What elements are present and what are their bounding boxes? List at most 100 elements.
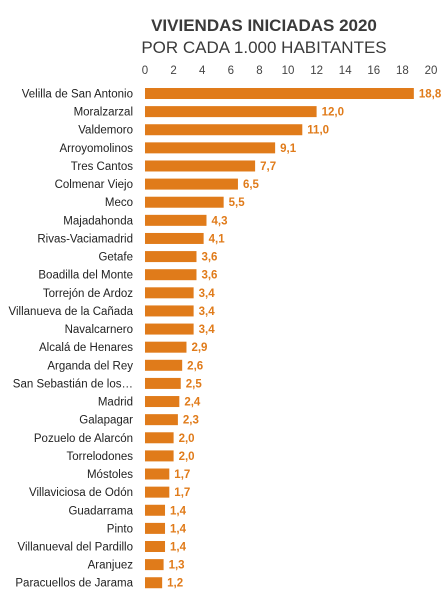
- bar: [145, 377, 181, 389]
- value-label: 2,9: [191, 342, 207, 354]
- x-tick-label: 18: [396, 65, 409, 77]
- bars-group: Velilla de San Antonio 18,8 Moralzarzal 12,…: [9, 88, 442, 590]
- category-label: Getafe: [98, 252, 133, 264]
- bar: [145, 269, 197, 281]
- category-label: Villanueva de la Cañada: [9, 306, 134, 318]
- bar: [145, 142, 276, 154]
- bar: [145, 323, 194, 335]
- bar: [145, 341, 187, 353]
- bar: [145, 504, 166, 516]
- x-tick-label: 0: [142, 65, 148, 77]
- value-label: 4,3: [211, 215, 227, 227]
- category-label: Colmenar Viejo: [55, 179, 133, 191]
- bar: [145, 577, 163, 589]
- category-label: Pinto: [107, 523, 133, 535]
- bar: [145, 196, 224, 208]
- value-label: 3,4: [199, 306, 216, 318]
- value-label: 1,3: [169, 560, 185, 572]
- x-tick-label: 8: [256, 65, 262, 77]
- category-label: Torrejón de Ardoz: [43, 288, 133, 300]
- x-tick-label: 16: [367, 65, 380, 77]
- bar: [145, 106, 317, 118]
- bar: [145, 450, 174, 462]
- bar: [145, 178, 238, 190]
- value-label: 3,4: [199, 324, 216, 336]
- value-label: 2,5: [186, 378, 203, 390]
- bar: [145, 522, 166, 534]
- category-label: Rivas-Vaciamadrid: [37, 233, 133, 245]
- x-tick-label: 10: [282, 65, 295, 77]
- value-label: 7,7: [260, 161, 276, 173]
- value-label: 3,6: [201, 270, 217, 282]
- category-label: Velilla de San Antonio: [22, 89, 133, 101]
- value-label: 1,2: [167, 578, 183, 590]
- value-label: 2,6: [187, 360, 203, 372]
- bar: [145, 160, 256, 172]
- x-tick-label: 12: [310, 65, 323, 77]
- x-tick-label: 14: [339, 65, 352, 77]
- category-label: Madrid: [98, 397, 133, 409]
- bar: [145, 432, 174, 444]
- category-label: Villanueval del Pardillo: [18, 542, 134, 554]
- value-label: 6,5: [243, 179, 260, 191]
- bar: [145, 214, 207, 226]
- bar: [145, 251, 197, 263]
- category-label: Guadarrama: [68, 505, 133, 517]
- bar: [145, 559, 164, 571]
- category-label: Navalcarnero: [65, 324, 133, 336]
- value-label: 18,8: [419, 89, 442, 101]
- category-label: Villaviciosa de Odón: [29, 487, 133, 499]
- category-label: Paracuellos de Jarama: [15, 578, 133, 590]
- category-label: Alcalá de Henares: [39, 342, 133, 354]
- bar: [145, 88, 414, 99]
- value-label: 11,0: [307, 125, 329, 137]
- x-tick-label: 4: [199, 65, 206, 77]
- category-label: Boadilla del Monte: [38, 270, 133, 282]
- value-label: 9,1: [280, 143, 297, 155]
- bar: [145, 486, 170, 498]
- category-label: Arganda del Rey: [47, 360, 133, 372]
- bar: [145, 414, 178, 426]
- value-label: 1,4: [170, 523, 187, 535]
- category-label: Aranjuez: [88, 560, 134, 572]
- value-label: 2,3: [183, 415, 199, 427]
- value-label: 1,7: [174, 469, 190, 481]
- value-label: 2,4: [184, 397, 201, 409]
- category-label: Valdemoro: [78, 125, 133, 137]
- value-label: 3,4: [199, 288, 216, 300]
- category-label: Arroyomolinos: [60, 143, 134, 155]
- value-label: 4,1: [209, 233, 226, 245]
- value-label: 2,0: [179, 433, 195, 445]
- value-label: 1,7: [174, 487, 190, 499]
- chart-subtitle: POR CADA 1.000 HABITANTES: [141, 38, 386, 57]
- value-label: 3,6: [201, 252, 217, 264]
- category-label: Tres Cantos: [71, 161, 133, 173]
- value-label: 1,4: [170, 505, 187, 517]
- value-label: 12,0: [322, 107, 344, 119]
- x-tick-label: 6: [228, 65, 234, 77]
- value-label: 5,5: [229, 197, 246, 209]
- category-label: Galapagar: [79, 415, 133, 427]
- value-label: 1,4: [170, 542, 187, 554]
- category-label: Meco: [105, 197, 133, 209]
- x-axis-ticks: 0 2 4 6 8 10 12 14 16 18 20: [142, 65, 438, 77]
- bar: [145, 468, 170, 480]
- bar: [145, 359, 183, 371]
- category-label: Pozuelo de Alarcón: [34, 433, 133, 445]
- category-label: San Sebastián de los…: [13, 378, 133, 390]
- bar: [145, 124, 303, 136]
- category-label: Moralzarzal: [74, 107, 133, 119]
- bar: [145, 232, 204, 244]
- x-tick-label: 2: [170, 65, 176, 77]
- category-label: Majadahonda: [63, 215, 133, 227]
- bar: [145, 541, 166, 552]
- chart-title: VIVIENDAS INICIADAS 2020: [151, 16, 377, 35]
- value-label: 2,0: [179, 451, 195, 463]
- category-label: Móstoles: [87, 469, 133, 481]
- x-tick-label: 20: [425, 65, 438, 77]
- bar: [145, 287, 194, 299]
- bar: [145, 396, 180, 408]
- category-label: Torrelodones: [67, 451, 134, 463]
- bar: [145, 305, 194, 317]
